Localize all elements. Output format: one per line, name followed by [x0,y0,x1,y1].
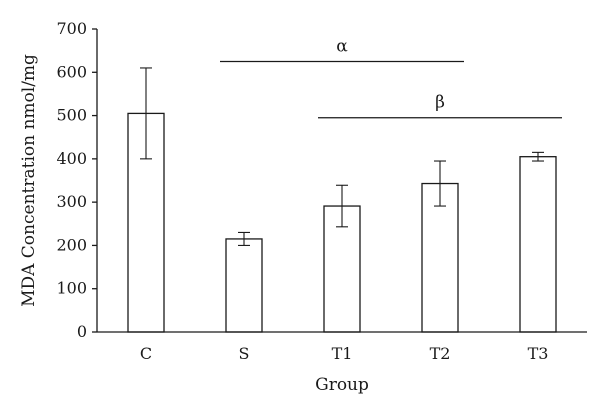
error-bars [140,67,544,246]
x-tick-label: T3 [528,344,549,363]
x-axis-title: Group [315,375,369,395]
y-tick-label: 500 [56,106,87,125]
bars [127,112,557,333]
error-bar-T3 [532,151,544,162]
error-bar-T2 [434,160,446,207]
y-axis-title: MDA Concentration nmol/mg [19,54,39,307]
x-tick-label: T1 [332,344,353,363]
y-tick-label: 700 [56,19,87,38]
x-axis-ticks: C S T1 T2 T3 [140,344,549,363]
significance-label: α [336,36,348,56]
y-tick-label: 200 [56,235,87,254]
x-tick-label: S [239,344,250,363]
error-bar-T1 [336,184,348,228]
y-tick-label: 300 [56,192,87,211]
x-tick-label: T2 [430,344,451,363]
y-tick-label: 100 [56,279,87,298]
error-bar-C [140,67,152,160]
y-axis-ticks: 0 100 200 300 400 500 600 700 [56,19,97,341]
y-tick-label: 600 [56,62,87,81]
significance-label: β [435,93,445,113]
axes [96,29,587,333]
y-tick-label: 400 [56,149,87,168]
y-tick-label: 0 [77,322,87,341]
x-tick-label: C [140,344,152,363]
bar-S [225,238,263,333]
significance-brackets: αβ [220,36,562,119]
error-bar-S [238,231,250,246]
bar-T3 [519,156,557,333]
